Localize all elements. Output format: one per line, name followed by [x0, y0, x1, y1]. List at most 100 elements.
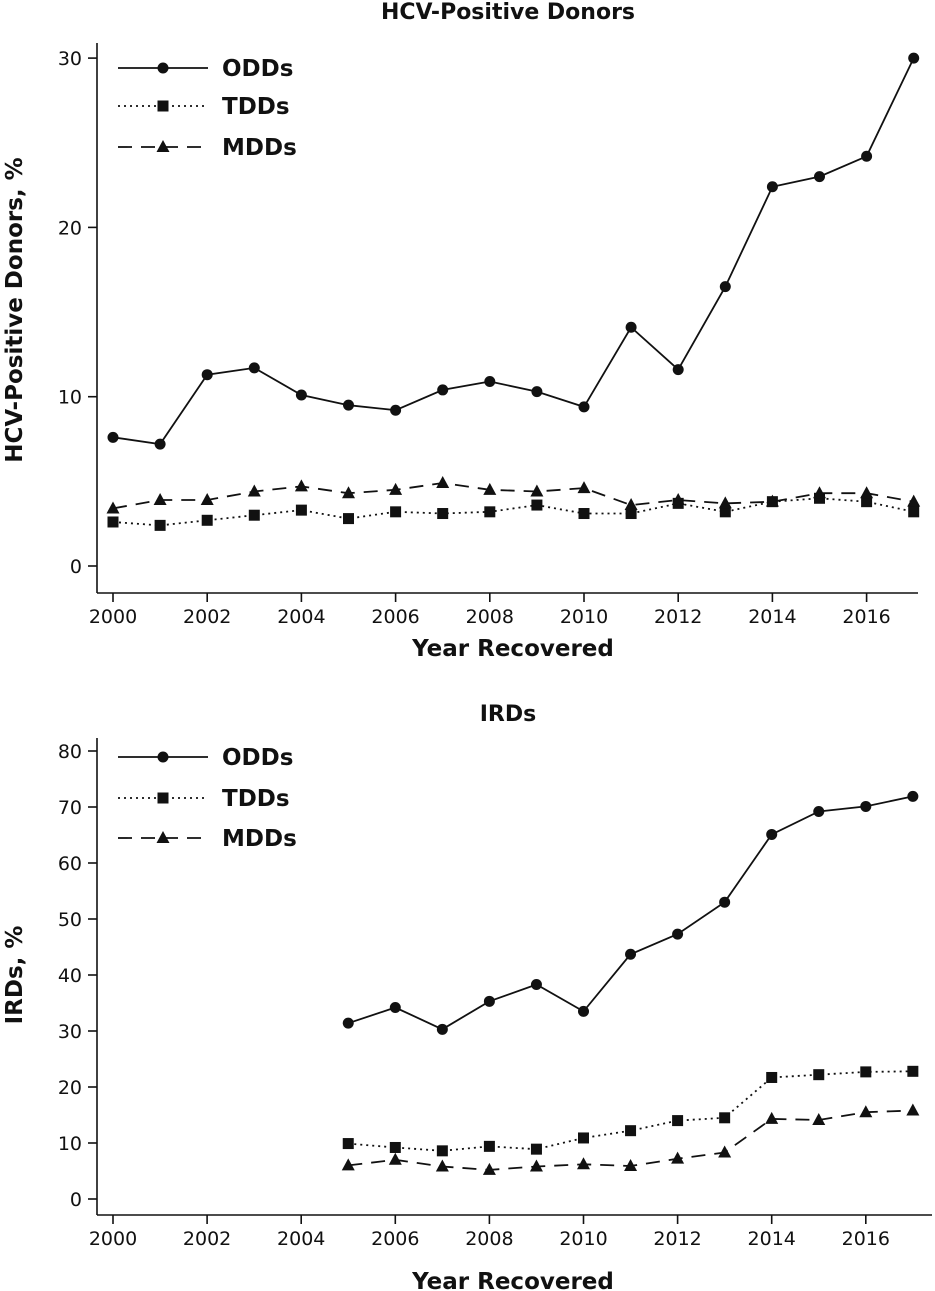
data-point-mdds — [812, 1113, 826, 1126]
y-axis-title: HCV-Positive Donors, % — [2, 157, 28, 462]
chart-title: IRDs — [480, 702, 536, 727]
data-point-odds — [530, 979, 542, 991]
legend-marker-odds — [157, 751, 169, 763]
data-point-tdds — [390, 506, 402, 518]
x-tick-label: 2000 — [89, 606, 137, 628]
data-point-tdds — [484, 506, 496, 518]
x-tick-label: 2012 — [653, 1228, 701, 1250]
data-point-mdds — [200, 492, 214, 505]
data-point-odds — [672, 928, 684, 940]
series-line-odds — [112, 57, 915, 446]
x-tick-label: 2004 — [277, 606, 325, 628]
data-point-odds — [295, 389, 307, 401]
series-tdds — [107, 492, 920, 531]
data-point-mdds — [529, 1159, 543, 1172]
x-tick-label: 2008 — [466, 606, 514, 628]
data-point-tdds — [437, 508, 449, 520]
y-tick-label: 20 — [58, 1077, 82, 1099]
data-point-mdds — [388, 1152, 402, 1165]
y-tick-label: 50 — [58, 909, 82, 931]
data-point-tdds — [625, 508, 637, 520]
data-point-odds — [861, 150, 873, 162]
data-point-odds — [814, 171, 825, 183]
legend-marker-mdds — [156, 140, 170, 152]
x-tick-label: 2016 — [842, 606, 890, 628]
data-point-mdds — [341, 1158, 355, 1171]
data-point-tdds — [107, 516, 119, 528]
legend: ODDs TDDs MDDs — [118, 56, 297, 161]
data-point-odds — [672, 364, 684, 376]
legend-label-tdds: TDDs — [222, 786, 290, 812]
data-point-tdds — [343, 513, 354, 525]
data-point-mdds — [907, 494, 921, 507]
series-line-odds — [348, 795, 913, 1031]
data-point-odds — [437, 384, 449, 396]
data-point-tdds — [719, 1112, 731, 1124]
data-point-mdds — [483, 482, 497, 495]
y-tick-label: 30 — [58, 48, 82, 70]
data-point-mdds — [813, 486, 826, 499]
data-point-mdds — [294, 479, 308, 492]
x-tick-label: 2016 — [842, 1228, 890, 1250]
series-odds — [107, 52, 920, 450]
series-tdds — [342, 1065, 919, 1157]
x-tick-label: 2008 — [465, 1228, 513, 1250]
data-point-mdds — [671, 492, 685, 505]
data-point-mdds — [718, 1145, 732, 1158]
data-point-tdds — [248, 509, 260, 521]
series-mdds — [106, 476, 921, 514]
data-point-tdds — [201, 514, 213, 526]
data-point-tdds — [861, 496, 873, 508]
legend-label-mdds: MDDs — [222, 826, 297, 852]
data-point-odds — [766, 828, 778, 840]
x-axis-title: Year Recovered — [411, 636, 614, 662]
data-point-odds — [107, 431, 119, 443]
data-point-mdds — [624, 498, 638, 511]
data-point-odds — [389, 1001, 401, 1013]
x-tick-label: 2006 — [371, 606, 419, 628]
data-point-odds — [343, 399, 354, 411]
x-tick-label: 2010 — [560, 606, 608, 628]
data-point-tdds — [766, 1071, 778, 1083]
x-tick-label: 2014 — [748, 1228, 796, 1250]
data-point-tdds — [814, 492, 825, 504]
data-point-tdds — [578, 1132, 589, 1144]
data-point-tdds — [907, 1065, 919, 1077]
data-point-mdds — [860, 486, 874, 499]
series-odds — [342, 790, 919, 1035]
data-point-mdds — [247, 484, 261, 497]
y-tick-label: 20 — [58, 217, 82, 239]
x-axis-title: Year Recovered — [411, 1269, 614, 1291]
legend-marker-tdds — [157, 100, 169, 112]
y-tick-label: 0 — [70, 1189, 82, 1211]
legend-label-odds: ODDs — [222, 745, 293, 771]
data-point-mdds — [906, 1103, 920, 1116]
x-tick-label: 2002 — [183, 1228, 231, 1250]
data-point-tdds — [342, 1138, 354, 1150]
chart-panel-1: HCV-Positive Donors 0 10 20 30 2000 2002 2004 20… — [2, 0, 921, 662]
y-tick-label: 80 — [58, 741, 82, 763]
data-point-odds — [719, 281, 731, 293]
data-point-mdds — [624, 1158, 638, 1171]
x-tick-label: 2010 — [559, 1228, 607, 1250]
legend-label-tdds: TDDs — [222, 94, 290, 120]
data-point-tdds — [860, 1066, 872, 1078]
data-point-mdds — [435, 1159, 449, 1172]
data-point-odds — [578, 1005, 589, 1017]
x-tick-label: 2000 — [89, 1228, 137, 1250]
x-tick-label: 2006 — [371, 1228, 419, 1250]
data-point-odds — [154, 438, 166, 450]
data-point-odds — [578, 401, 590, 413]
data-point-odds — [908, 52, 920, 64]
y-tick-label: 40 — [58, 965, 82, 987]
legend: ODDs TDDs MDDs — [118, 745, 297, 852]
data-point-tdds — [154, 519, 166, 531]
legend-marker-tdds — [157, 792, 169, 804]
data-point-odds — [201, 369, 213, 381]
y-tick-label: 30 — [58, 1021, 82, 1043]
y-tick-label: 70 — [58, 797, 82, 819]
data-point-odds — [625, 948, 637, 960]
data-point-mdds — [436, 476, 450, 489]
data-point-mdds — [577, 1157, 590, 1170]
y-tick-label: 0 — [70, 556, 82, 578]
